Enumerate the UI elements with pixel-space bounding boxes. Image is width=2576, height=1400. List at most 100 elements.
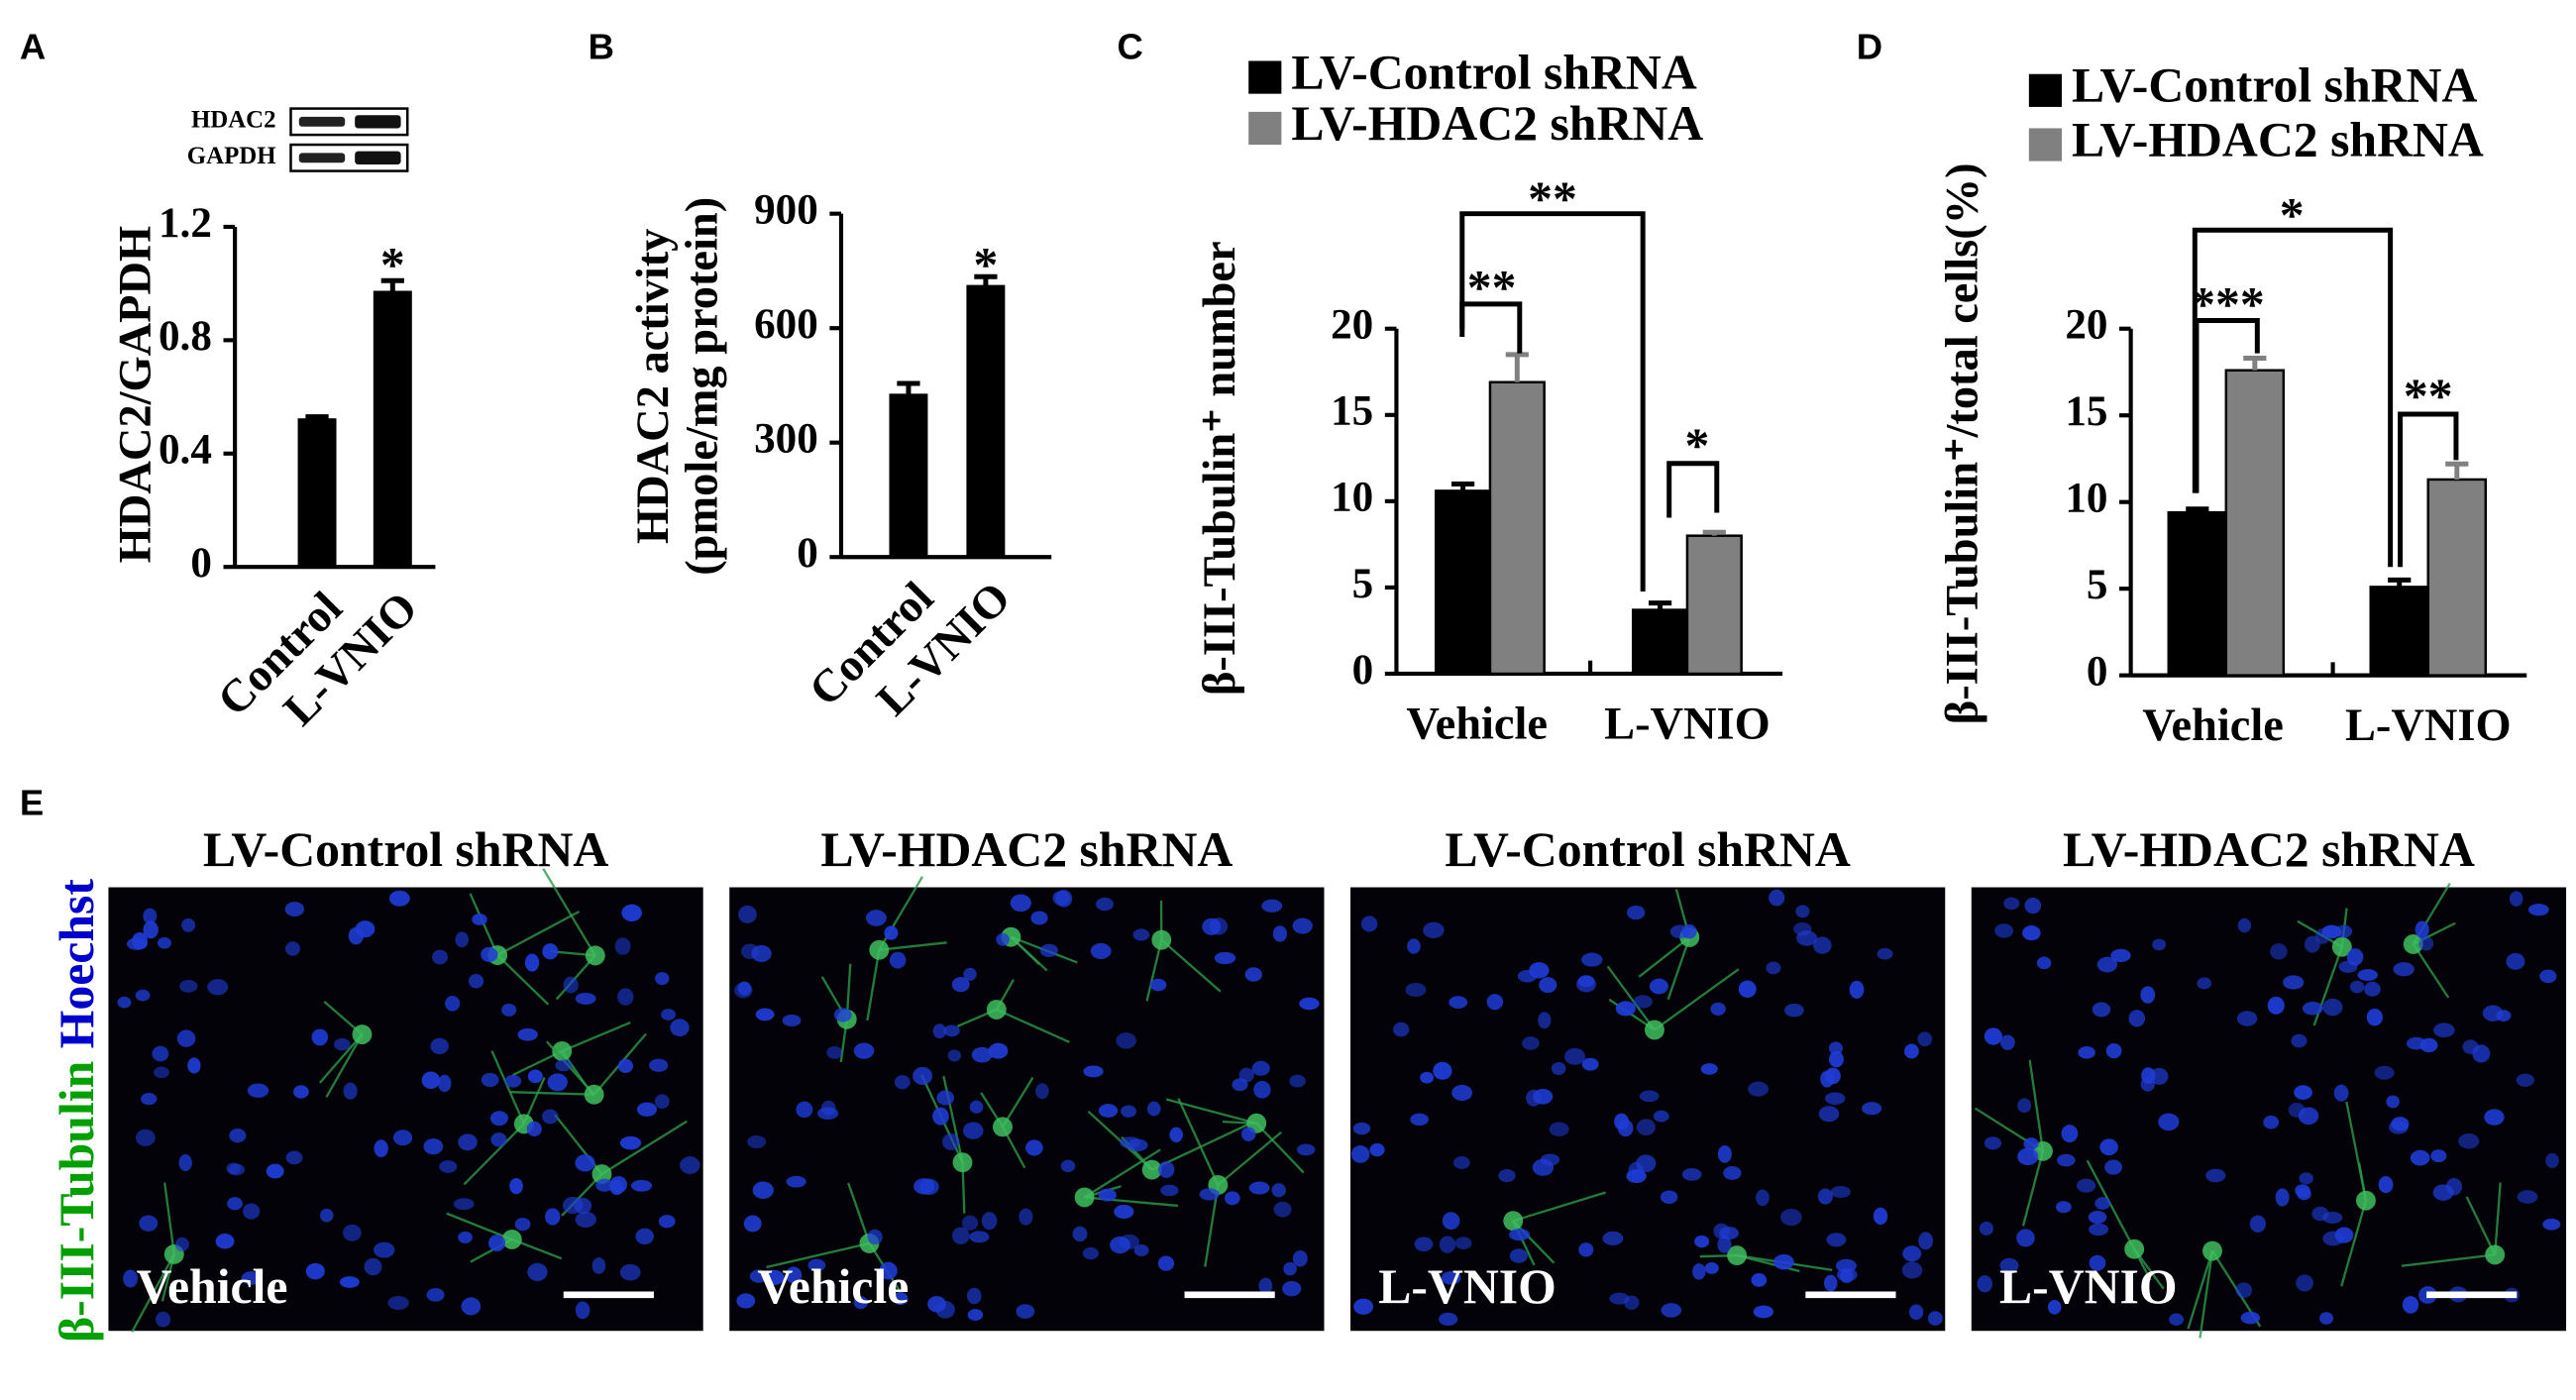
nucleus xyxy=(563,976,579,994)
nucleus xyxy=(1292,917,1313,934)
nucleus xyxy=(1979,1221,1993,1236)
nucleus xyxy=(2333,1084,2349,1102)
nucleus xyxy=(266,1163,284,1179)
panel-letter: C xyxy=(1118,27,1143,67)
nucleus xyxy=(575,1154,595,1172)
nucleus xyxy=(2077,1178,2096,1193)
nucleus xyxy=(1830,1185,1851,1198)
nucleus xyxy=(1636,1119,1656,1136)
nucleus xyxy=(1098,1104,1119,1118)
nucleus xyxy=(1614,1113,1630,1131)
nucleus xyxy=(575,992,596,1005)
nucleus xyxy=(1060,1159,1076,1173)
nucleus xyxy=(426,1288,445,1302)
nucleus xyxy=(455,931,470,948)
neurite xyxy=(325,1033,364,1098)
nucleus xyxy=(2445,1178,2463,1196)
nucleus xyxy=(1096,897,1114,912)
nucleus xyxy=(1127,1138,1148,1152)
neurite xyxy=(2187,1250,2214,1330)
nucleus xyxy=(2364,981,2381,997)
nucleus xyxy=(2545,1152,2559,1168)
nucleus xyxy=(1271,1183,1286,1198)
error-bar xyxy=(1648,600,1672,610)
nucleus xyxy=(2415,920,2429,939)
nucleus xyxy=(1214,951,1236,965)
nucleus xyxy=(943,1024,960,1037)
nucleus xyxy=(2089,1254,2106,1271)
nucleus xyxy=(2288,1102,2306,1118)
nucleus xyxy=(421,1071,441,1090)
nucleus xyxy=(2516,1073,2534,1087)
nucleus xyxy=(1238,1067,1254,1083)
nucleus xyxy=(1710,1002,1726,1016)
legend-swatch xyxy=(2028,73,2062,107)
nucleus xyxy=(1826,1233,1847,1247)
nucleus xyxy=(1369,1142,1385,1157)
nucleus xyxy=(241,1271,262,1285)
nucleus xyxy=(961,1215,979,1231)
neuron-soma xyxy=(986,999,1007,1020)
nucleus xyxy=(1225,1191,1240,1206)
significance-label: * xyxy=(1684,418,1709,473)
y-tick-label: 0 xyxy=(797,530,818,577)
nucleus xyxy=(1439,1236,1456,1253)
error-bar xyxy=(1702,529,1726,536)
nucleus xyxy=(1602,1231,1624,1245)
nucleus xyxy=(1738,980,1757,998)
nucleus xyxy=(670,1019,690,1037)
panel-letter: B xyxy=(589,27,614,67)
nucleus xyxy=(649,1058,669,1072)
nucleus xyxy=(1010,894,1031,913)
nucleus xyxy=(1825,1092,1846,1105)
bar xyxy=(1631,608,1689,676)
nucleus xyxy=(453,1198,475,1211)
nucleus xyxy=(526,1121,542,1136)
nucleus xyxy=(143,920,159,939)
nucleus xyxy=(542,943,559,960)
nucleus xyxy=(879,1261,898,1280)
y-tick-label: 600 xyxy=(754,301,818,348)
nucleus xyxy=(963,967,977,981)
neurite xyxy=(463,1123,525,1186)
nucleus xyxy=(2140,1076,2155,1092)
nucleus xyxy=(1199,1188,1220,1201)
blot-band xyxy=(298,116,346,127)
nucleus xyxy=(1016,1304,1035,1319)
nucleus xyxy=(181,917,196,932)
nucleus xyxy=(1748,1081,1770,1097)
nucleus xyxy=(343,1224,362,1241)
nucleus xyxy=(636,1102,658,1117)
neurite xyxy=(2465,1196,2497,1255)
neuron-soma xyxy=(1727,1245,1748,1266)
error-bar xyxy=(380,277,404,292)
nucleus xyxy=(796,1101,813,1119)
nucleus xyxy=(1862,1102,1882,1116)
nucleus xyxy=(1704,1261,1719,1274)
nucleus xyxy=(2235,1282,2252,1299)
nucleus xyxy=(2299,1172,2313,1185)
neurite xyxy=(600,1120,688,1176)
nucleus xyxy=(1392,1022,1410,1037)
nucleus xyxy=(1877,947,1893,960)
nucleus xyxy=(988,1042,1009,1059)
nucleus xyxy=(1360,915,1378,932)
y-tick-label: 1.2 xyxy=(159,200,212,247)
nucleus xyxy=(1169,1127,1183,1142)
nucleus xyxy=(319,1208,334,1223)
nucleus xyxy=(527,1262,548,1281)
nucleus xyxy=(141,1093,158,1106)
nucleus xyxy=(1240,1127,1256,1141)
nucleus xyxy=(889,951,907,969)
bar xyxy=(1685,534,1743,676)
neurite xyxy=(1145,939,1163,1002)
cells xyxy=(1974,882,2561,1339)
nucleus xyxy=(1849,980,1865,999)
neurite xyxy=(1217,1131,1282,1186)
y-axis-label: β-III-Tubulin⁺ number xyxy=(1195,241,1245,696)
nucleus xyxy=(853,1042,875,1059)
nucleus xyxy=(339,1276,360,1288)
neurite xyxy=(2412,943,2450,999)
nucleus xyxy=(1639,1090,1660,1103)
nucleus xyxy=(207,979,229,996)
